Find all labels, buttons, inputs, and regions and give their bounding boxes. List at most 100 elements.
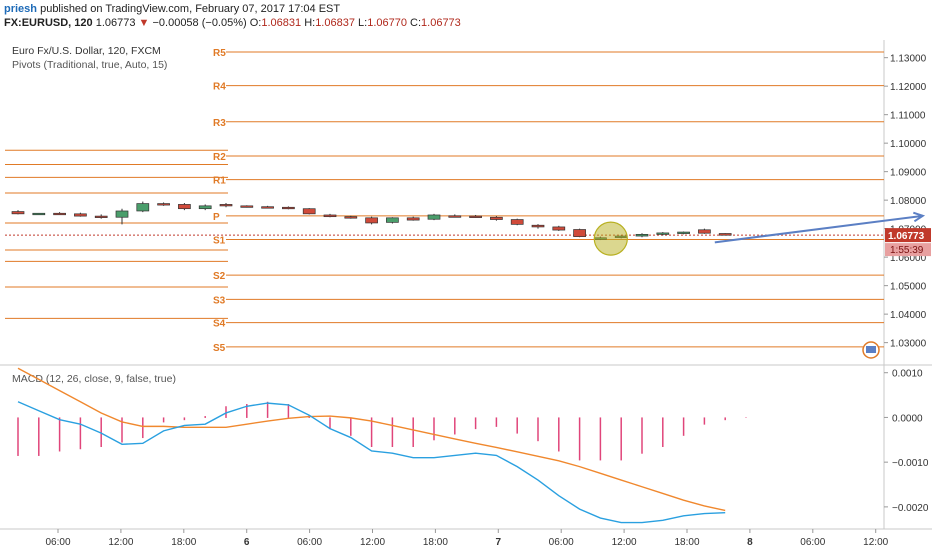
candle-body xyxy=(94,215,108,218)
candle xyxy=(552,225,566,231)
candle-body xyxy=(677,231,690,234)
time-tick-label: 7 xyxy=(496,537,502,548)
candle xyxy=(531,224,545,229)
candle-body xyxy=(302,208,316,215)
candle xyxy=(74,212,87,217)
high-label: H: xyxy=(304,17,316,29)
pivot-label-r2: R2 xyxy=(213,152,226,163)
quote-bar: FX:EURUSD, 120 1.06773 ▼ −0.00058 (−0.05… xyxy=(4,17,461,29)
candle xyxy=(635,233,649,238)
price-tick-label: 1.04000 xyxy=(890,310,927,321)
pivot-label-r3: R3 xyxy=(213,118,226,129)
pivot-label-r4: R4 xyxy=(213,82,226,93)
time-tick-label: 12:00 xyxy=(108,537,133,548)
symbol-label: FX:EURUSD, 120 xyxy=(4,17,93,29)
candle xyxy=(302,208,316,215)
author-link[interactable]: priesh xyxy=(4,3,38,15)
candle-body xyxy=(469,215,482,218)
price-tick-label: 1.09000 xyxy=(890,168,927,179)
open-label: O: xyxy=(249,17,262,29)
last-price: 1.06773 xyxy=(95,17,136,29)
candle-body xyxy=(53,212,66,216)
candle xyxy=(323,213,337,218)
candle-body xyxy=(531,224,545,228)
candle xyxy=(386,217,399,224)
candle xyxy=(53,212,66,216)
candle-body xyxy=(136,203,150,212)
scale-icon-mark xyxy=(866,346,876,353)
time-tick-label: 06:00 xyxy=(549,537,574,548)
candle xyxy=(115,208,129,225)
candle xyxy=(698,228,711,234)
candle-body xyxy=(718,233,732,236)
pivot-label-s2: S2 xyxy=(213,271,226,282)
main-legend-title: Euro Fx/U.S. Dollar, 120, FXCM xyxy=(12,45,161,57)
time-tick-label: 06:00 xyxy=(800,537,825,548)
macd-tick-label: −0.0010 xyxy=(892,458,929,469)
candle xyxy=(469,214,482,218)
high-value: 1.06837 xyxy=(315,17,355,29)
trend-arrow-head xyxy=(913,211,926,223)
candle-body xyxy=(552,226,566,231)
time-tick-label: 6 xyxy=(244,537,250,548)
macd-legend-title: MACD (12, 26, close, 9, false, true) xyxy=(12,373,176,385)
candle xyxy=(136,201,150,213)
candle xyxy=(178,203,191,211)
macd-tick-label: 0.0010 xyxy=(892,369,923,380)
time-tick-label: 18:00 xyxy=(674,537,699,548)
candle xyxy=(198,204,212,211)
candle-body xyxy=(490,216,503,220)
candle xyxy=(94,214,108,219)
price-tick-label: 1.05000 xyxy=(890,282,927,293)
candle-body xyxy=(427,214,441,220)
candle xyxy=(219,203,233,208)
candle-body xyxy=(365,217,378,224)
candle-body xyxy=(573,229,586,237)
time-tick-label: 18:00 xyxy=(171,537,196,548)
candle-body xyxy=(282,206,295,210)
candle xyxy=(573,228,586,238)
price-tick-label: 1.10000 xyxy=(890,139,927,150)
candle xyxy=(510,218,524,226)
pivot-label-s5: S5 xyxy=(213,343,226,354)
open-value: 1.06831 xyxy=(261,17,302,29)
candle-body xyxy=(11,211,25,215)
price-tick-label: 1.08000 xyxy=(890,196,927,207)
candle-body xyxy=(656,232,670,235)
candle xyxy=(240,205,254,208)
price-tick-label: 1.13000 xyxy=(890,54,927,65)
candle xyxy=(448,214,462,218)
candle xyxy=(157,202,170,206)
low-label: L: xyxy=(358,17,368,29)
countdown-label: 1:55:39 xyxy=(890,245,924,256)
price-tick-label: 1.12000 xyxy=(890,82,927,93)
candle-body xyxy=(386,217,399,223)
candle-body xyxy=(261,206,274,209)
time-tick-label: 12:00 xyxy=(612,537,637,548)
candle-body xyxy=(240,205,254,208)
macd-tick-label: −0.0020 xyxy=(892,503,929,514)
pivots-legend-title: Pivots (Traditional, true, Auto, 15) xyxy=(12,59,168,71)
candle-body xyxy=(74,213,87,217)
candle-body xyxy=(198,205,212,210)
candle-body xyxy=(32,212,46,216)
macd-tick-label: 0.0000 xyxy=(892,413,923,424)
last-price-badge-label: 1.06773 xyxy=(888,231,925,242)
candle xyxy=(11,210,25,215)
published-text: published on TradingView.com, February 0… xyxy=(40,3,341,15)
down-arrow-icon: ▼ xyxy=(138,17,150,29)
candle xyxy=(677,231,690,235)
macd-line xyxy=(17,401,726,524)
candle xyxy=(406,216,420,221)
candle xyxy=(490,216,503,221)
candle-body xyxy=(510,219,524,225)
time-tick-label: 12:00 xyxy=(863,537,888,548)
candle xyxy=(282,206,295,210)
candle xyxy=(32,212,46,216)
low-value: 1.06770 xyxy=(367,17,407,29)
candle-body xyxy=(698,229,711,234)
time-tick-label: 06:00 xyxy=(45,537,70,548)
time-tick-label: 06:00 xyxy=(297,537,322,548)
candle xyxy=(427,213,441,221)
